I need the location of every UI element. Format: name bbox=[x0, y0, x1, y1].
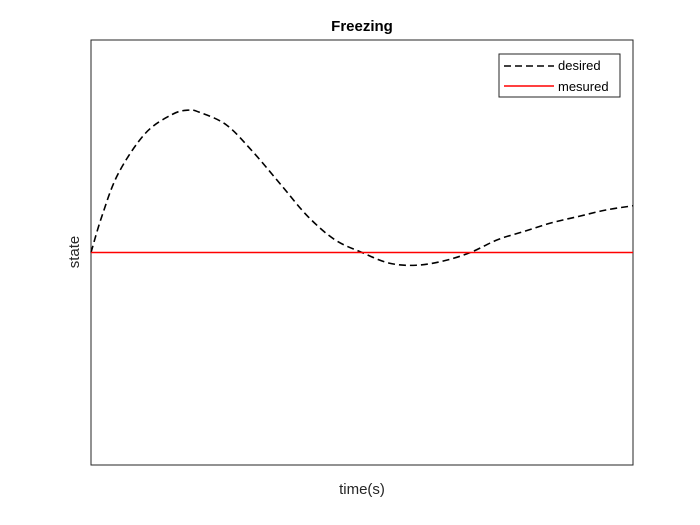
legend-label-mesured: mesured bbox=[558, 79, 609, 94]
x-axis-label: time(s) bbox=[339, 481, 385, 498]
legend: desired mesured bbox=[498, 53, 621, 98]
y-axis-label: state bbox=[66, 236, 83, 269]
legend-box bbox=[498, 53, 621, 98]
series-line-desired bbox=[90, 109, 634, 267]
legend-label-desired: desired bbox=[558, 58, 601, 73]
chart-title: Freezing bbox=[331, 18, 393, 35]
plot-area bbox=[90, 39, 634, 466]
series-layer bbox=[90, 109, 634, 267]
